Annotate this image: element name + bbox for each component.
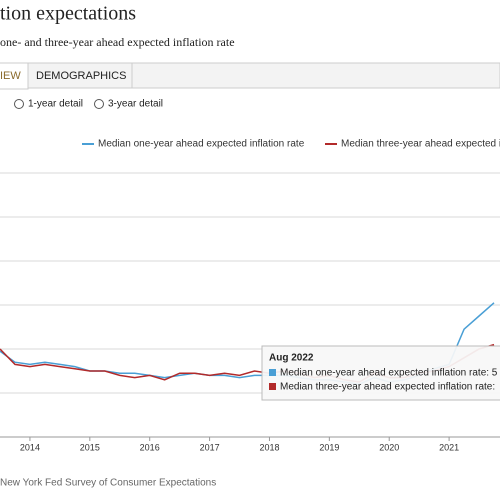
page-subtitle: one- and three-year ahead expected infla… (0, 35, 235, 49)
x-tick-label: 2016 (140, 442, 160, 452)
tab-bar (0, 62, 500, 89)
page-title: tion expectations (0, 3, 136, 25)
tooltip-title: Aug 2022 (269, 353, 314, 364)
tooltip-line: Median one-year ahead expected inflation… (280, 368, 498, 379)
x-tick-label: 2018 (259, 442, 279, 452)
tooltip-line: Median three-year ahead expected inflati… (280, 382, 495, 393)
radio-label[interactable]: 3-year detail (108, 99, 163, 110)
legend-label: Median one-year ahead expected inflation… (98, 139, 305, 150)
x-tick-label: 2017 (200, 442, 220, 452)
x-tick-label: 2021 (439, 442, 459, 452)
tab-label[interactable]: IEW (0, 70, 21, 82)
source: New York Fed Survey of Consumer Expectat… (0, 478, 216, 489)
x-tick-label: 2015 (80, 442, 100, 452)
tooltip-box (261, 345, 500, 401)
tab-active[interactable] (0, 62, 29, 90)
radio-label[interactable]: 1-year detail (28, 99, 83, 110)
x-tick-label: 2020 (379, 442, 399, 452)
tooltip-swatch (269, 383, 276, 390)
tab-label[interactable]: DEMOGRAPHICS (36, 70, 126, 82)
radio[interactable] (14, 99, 24, 109)
legend-label: Median three-year ahead expected inflati… (341, 139, 500, 150)
radio[interactable] (94, 99, 104, 109)
tooltip-swatch (269, 369, 276, 376)
x-tick-label: 2019 (319, 442, 339, 452)
chart: 0246810122014201520162017201820192020202… (0, 139, 500, 452)
x-tick-label: 2014 (20, 442, 40, 452)
tooltip: Aug 2022 Median one-year ahead expected … (261, 345, 500, 401)
